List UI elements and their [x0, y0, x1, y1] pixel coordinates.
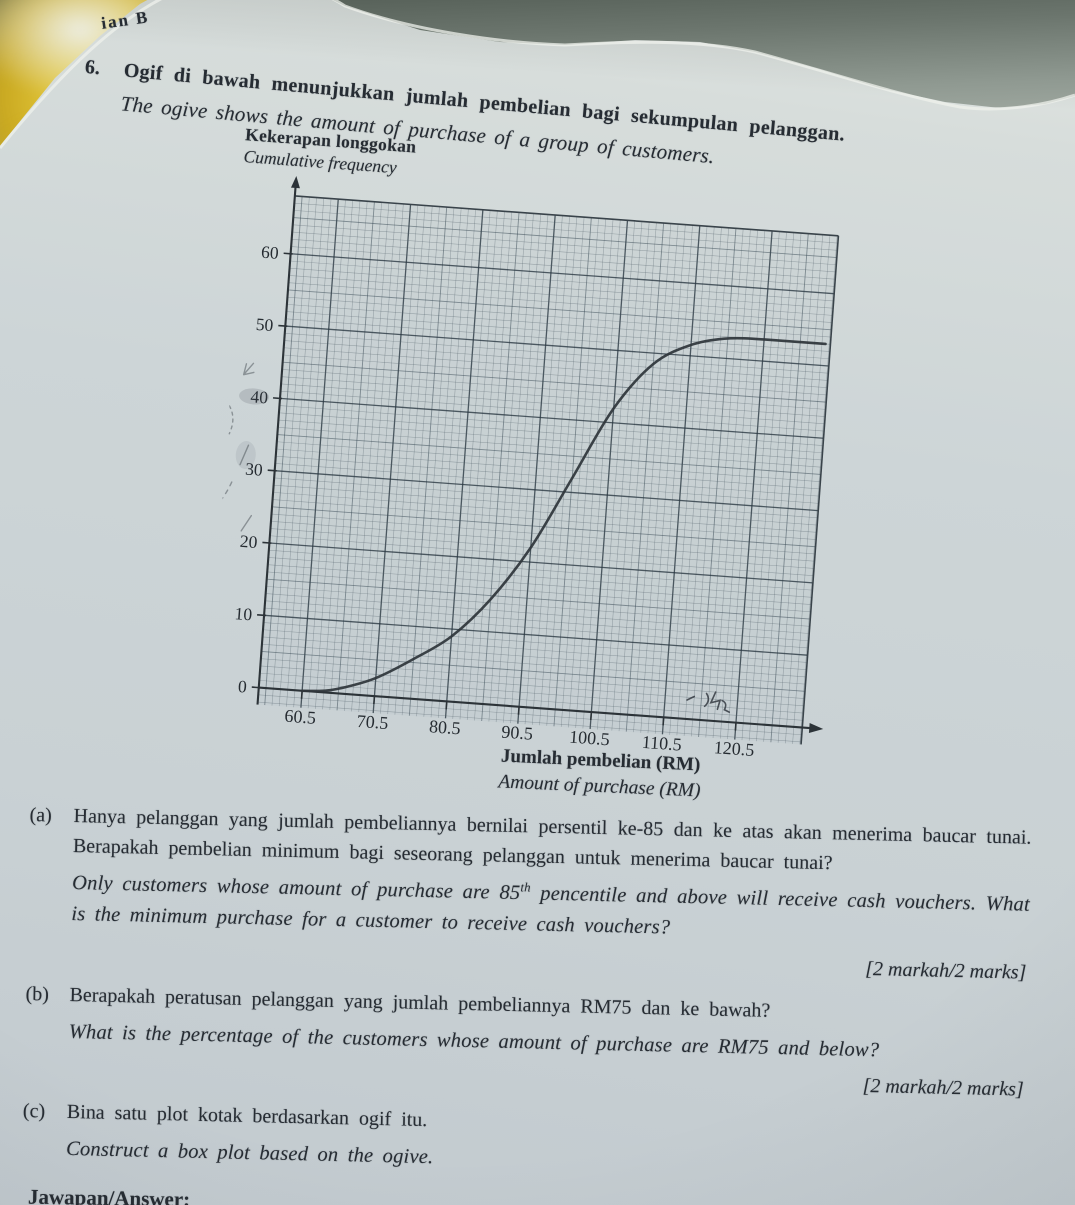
tick-marks — [251, 252, 737, 731]
svg-text:30: 30 — [245, 459, 264, 480]
question-a-english-pre: Only customers whose amount of purchase … — [71, 871, 521, 905]
question-c-body: Bina satu plot kotak berdasarkan ogif it… — [64, 1097, 1025, 1205]
svg-text:110.5: 110.5 — [641, 732, 682, 755]
ogive-curve — [300, 336, 827, 693]
questions-section: (a) Hanya pelanggan yang jumlah pembelia… — [20, 800, 1042, 1205]
svg-text:0: 0 — [237, 676, 247, 697]
svg-text:80.5: 80.5 — [428, 716, 461, 738]
svg-text:40: 40 — [250, 386, 269, 407]
question-b: (b) Berapakah peratusan pelanggan yang j… — [24, 978, 1038, 1105]
paper-edge — [0, 0, 1075, 149]
question-a-superscript: th — [520, 880, 531, 895]
svg-text:120.5: 120.5 — [713, 737, 755, 760]
pencil-scribble-right — [686, 691, 731, 713]
svg-text:70.5: 70.5 — [356, 711, 389, 733]
svg-text:50: 50 — [255, 314, 274, 335]
answer-label: Jawapan/Answer: — [27, 1184, 191, 1205]
question-a-body: Hanya pelanggan yang jumlah pembeliannya… — [70, 801, 1031, 987]
question-a: (a) Hanya pelanggan yang jumlah pembelia… — [26, 800, 1041, 987]
svg-text:20: 20 — [239, 531, 258, 552]
ogive-chart: Kekerapan longgokan Cumulative frequency… — [194, 124, 942, 853]
question-b-label: (b) — [25, 982, 50, 1005]
tick-labels: 0 10 20 30 40 50 60 60.5 70.5 80.5 90.5 100.5 110.5 1… — [234, 242, 755, 760]
plot-border — [294, 195, 840, 745]
svg-text:90.5: 90.5 — [501, 722, 534, 744]
svg-text:10: 10 — [234, 603, 253, 624]
graph-paper-grid — [257, 195, 839, 745]
svg-text:60: 60 — [260, 242, 279, 263]
question-c-marks: [4 markah/4 marks] — [64, 1195, 1022, 1205]
axes — [256, 175, 824, 734]
svg-text:60.5: 60.5 — [284, 706, 317, 728]
svg-text:100.5: 100.5 — [569, 726, 611, 749]
ogive-plot: 0 10 20 30 40 50 60 60.5 70.5 80.5 90.5 100.5 110.5 1… — [202, 175, 840, 760]
question-a-label: (a) — [29, 803, 53, 827]
question-b-body: Berapakah peratusan pelanggan yang jumla… — [68, 979, 1028, 1104]
